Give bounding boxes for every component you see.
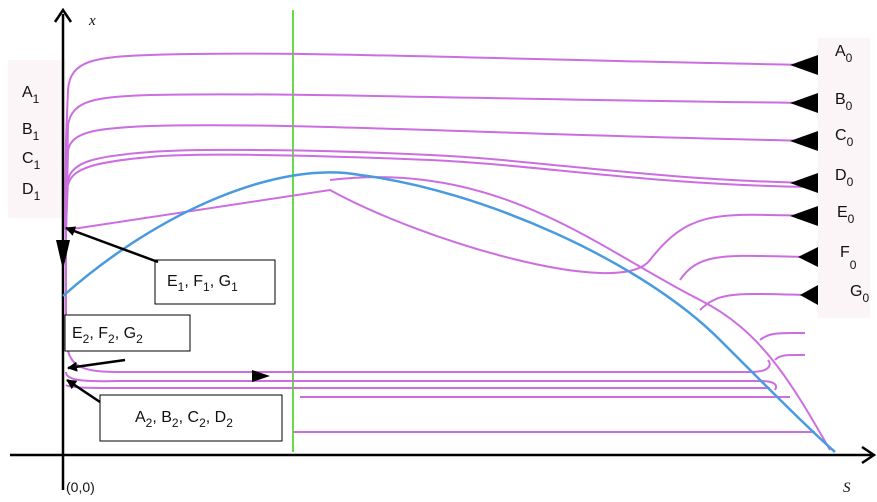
left-label-d1: D1: [22, 181, 41, 203]
right-label-b0: B0: [835, 91, 853, 113]
trajectory-lower-2: [774, 353, 806, 361]
trajectory-e: [65, 188, 816, 274]
trajectory-c: [65, 124, 816, 231]
callout-text: A2, B2, C2, D2: [135, 409, 233, 430]
parabola-curve: [62, 171, 836, 453]
callout-box: [154, 259, 276, 305]
x-axis-arrow-icon: [861, 445, 877, 465]
left-labels: A1 B1 C1 D1: [22, 84, 41, 203]
callout-efg-1: E1, F1, G1: [65, 226, 276, 305]
callout-arrow: [66, 378, 101, 404]
trajectory-d: [65, 148, 816, 231]
left-label-a1: A1: [22, 84, 40, 106]
callout-arrow: [67, 358, 126, 372]
right-arrowheads: [56, 55, 818, 382]
right-label-d0: D0: [835, 167, 854, 189]
right-labels: A0 B0 C0 D0 E0 F0 G0: [835, 43, 869, 305]
right-label-a0: A0: [835, 43, 853, 65]
trajectory-lower-1: [759, 331, 806, 341]
callout-abcd-2: A2, B2, C2, D2: [66, 378, 283, 442]
trajectory-f: [679, 254, 816, 281]
left-label-b1: B1: [22, 121, 40, 143]
arrowhead-icon: [800, 285, 818, 305]
x-axis-label: S: [843, 480, 851, 496]
callout-text: E2, F2, G2: [72, 325, 143, 346]
trajectory-a: [64, 52, 816, 231]
arrowhead-icon: [790, 173, 818, 193]
arrowhead-icon: [790, 206, 818, 226]
right-label-e0: E0: [837, 204, 855, 226]
trajectory-bottom-2: [65, 371, 778, 391]
trajectories: [64, 52, 831, 451]
trajectory-bottom-3: [65, 384, 770, 389]
origin-label: (0,0): [66, 479, 95, 495]
trajectory-envelope: [329, 176, 831, 451]
arrowhead-icon: [790, 93, 818, 113]
arrowhead-icon: [56, 240, 70, 270]
left-label-panel: [8, 60, 66, 218]
trajectory-d-twin: [67, 153, 816, 188]
right-label-g0: G0: [850, 283, 869, 305]
trajectory-g: [699, 293, 816, 311]
callout-box: [99, 394, 283, 442]
right-label-panel: [818, 38, 870, 318]
right-label-f0: F0: [840, 244, 857, 272]
callout-efg-2: E2, F2, G2: [64, 314, 191, 372]
callout-text: E1, F1, G1: [167, 273, 238, 294]
trajectory-b: [65, 93, 816, 231]
arrowhead-icon: [252, 370, 270, 382]
callout-box: [64, 314, 191, 352]
callout-arrow: [65, 226, 159, 264]
arrowhead-icon: [790, 131, 818, 151]
y-axis-arrow-icon: [53, 7, 73, 23]
right-label-c0: C0: [835, 127, 854, 149]
arrowhead-icon: [798, 247, 818, 267]
arrowhead-icon: [790, 55, 818, 75]
left-label-c1: C1: [22, 150, 41, 172]
y-axis-label: x: [88, 13, 96, 29]
